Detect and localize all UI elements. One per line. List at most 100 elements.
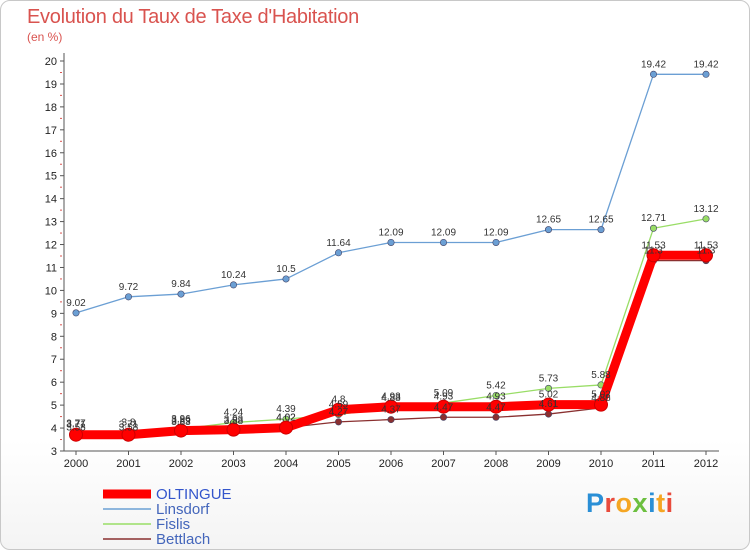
x-tick-label: 2002 <box>169 458 193 470</box>
data-label-linsdorf: 19.42 <box>641 59 666 70</box>
data-label-fislis: 4.39 <box>276 404 296 415</box>
data-point-oltingue <box>699 248 713 263</box>
data-point-linsdorf <box>702 70 710 78</box>
legend-label-oltingue: OLTINGUE <box>156 486 232 503</box>
data-label-fislis: 5.73 <box>539 373 559 384</box>
data-point-oltingue <box>69 427 83 442</box>
data-label-fislis: 4.24 <box>224 408 244 419</box>
x-tick-label: 2003 <box>221 458 245 470</box>
y-tick-label: 20 <box>45 56 57 68</box>
x-tick-label: 2006 <box>379 458 403 470</box>
data-point-oltingue <box>541 397 556 412</box>
y-tick-label: 14 <box>45 194 57 206</box>
data-point-linsdorf <box>125 293 133 301</box>
y-tick-label: 9 <box>51 308 57 320</box>
data-point-linsdorf <box>387 238 395 246</box>
data-label-linsdorf: 11.64 <box>326 238 351 249</box>
legend-label-bettlach: Bettlach <box>156 531 210 548</box>
data-point-linsdorf <box>439 238 447 246</box>
data-point-linsdorf <box>177 290 185 298</box>
data-label-linsdorf: 9.02 <box>66 298 86 309</box>
proxiti-logo: Proxiti <box>586 488 674 518</box>
data-point-oltingue <box>594 397 608 412</box>
data-point-oltingue <box>331 402 346 417</box>
y-tick-label: 19 <box>45 79 57 91</box>
y-tick-label: 8 <box>51 331 57 343</box>
x-tick-label: 2009 <box>536 458 560 470</box>
y-tick-label: 6 <box>51 377 57 389</box>
legend-label-fislis: Fislis <box>156 516 190 533</box>
data-label-bettlach: 4.37 <box>381 405 401 416</box>
data-point-oltingue <box>121 427 136 442</box>
data-point-fislis <box>702 215 710 223</box>
data-label-bettlach: 3.58 <box>119 423 139 434</box>
data-point-linsdorf <box>597 226 605 234</box>
x-tick-label: 2011 <box>642 458 666 470</box>
y-tick-label: 17 <box>45 125 57 137</box>
x-tick-label: 2000 <box>64 458 88 470</box>
y-tick-label: 10 <box>45 285 57 297</box>
data-label-oltingue: 3.89 <box>171 416 191 427</box>
data-label-bettlach: 4.88 <box>591 393 611 404</box>
x-tick-label: 2004 <box>274 458 298 470</box>
data-label-bettlach: 4.27 <box>329 407 349 418</box>
data-point-oltingue <box>436 399 451 414</box>
data-point-linsdorf <box>492 238 500 246</box>
data-label-bettlach: 11.3 <box>644 246 663 257</box>
data-label-fislis: 3.96 <box>171 414 191 425</box>
data-point-oltingue <box>279 420 293 435</box>
data-point-fislis <box>544 384 552 392</box>
data-label-oltingue: 5.02 <box>591 390 611 401</box>
y-tick-label: 3 <box>51 446 57 458</box>
data-label-oltingue: 4.02 <box>276 413 296 424</box>
x-tick-label: 2007 <box>431 458 455 470</box>
chart-subtitle: (en %) <box>27 30 63 44</box>
data-label-bettlach: 3.88 <box>224 416 244 427</box>
y-tick-label: 7 <box>51 354 57 366</box>
data-point-linsdorf <box>334 249 342 257</box>
data-point-oltingue <box>384 399 398 414</box>
data-label-fislis: 4.59 <box>329 400 349 411</box>
data-label-oltingue: 11.53 <box>641 240 666 251</box>
x-tick-label: 2005 <box>326 458 350 470</box>
data-label-oltingue: 4.8 <box>332 395 346 406</box>
legend-label-linsdorf: Linsdorf <box>156 501 210 518</box>
data-label-oltingue: 3.71 <box>66 420 86 431</box>
data-point-bettlach <box>387 416 395 424</box>
data-point-oltingue <box>226 422 241 437</box>
data-point-linsdorf <box>230 281 238 289</box>
data-label-oltingue: 3.93 <box>224 415 244 426</box>
data-label-oltingue: 4.93 <box>434 392 454 403</box>
data-point-oltingue <box>646 248 661 263</box>
axes: 3 4 5 6 7 8 9 10 11 12 13 14 15 16 17 18 19 20 2000 2001 200… <box>45 53 719 470</box>
data-label-bettlach: 4.47 <box>434 402 454 413</box>
series-line-linsdorf <box>75 73 706 314</box>
data-point-fislis <box>649 224 657 232</box>
x-tick-label: 2010 <box>589 458 613 470</box>
data-label-fislis: 5.88 <box>591 370 611 381</box>
data-point-fislis <box>492 391 500 399</box>
data-label-fislis: 4.88 <box>381 393 401 404</box>
data-label-linsdorf: 9.72 <box>119 282 139 293</box>
data-point-oltingue <box>489 399 503 414</box>
data-point-bettlach <box>334 418 342 426</box>
data-point-linsdorf <box>649 70 657 78</box>
data-label-linsdorf: 9.84 <box>171 279 191 290</box>
data-label-linsdorf: 12.09 <box>483 227 508 238</box>
data-label-bettlach: 4.47 <box>486 402 506 413</box>
data-label-oltingue: 11.53 <box>694 240 719 251</box>
data-point-oltingue <box>174 423 188 438</box>
y-tick-label: 5 <box>51 400 57 412</box>
data-label-bettlach: 3.83 <box>171 417 191 428</box>
data-label-linsdorf: 12.09 <box>378 227 403 238</box>
data-labels: 3.71 3.71 3.89 3.93 4.02 4.8 4.93 4.93 4.93 5.02 5… <box>66 59 719 433</box>
y-tick-label: 16 <box>45 148 57 160</box>
data-point-linsdorf <box>72 309 80 317</box>
data-label-fislis: 3.8 <box>122 418 136 429</box>
data-label-bettlach: 4.61 <box>539 399 559 410</box>
data-label-fislis: 5.09 <box>434 388 454 399</box>
x-tick-label: 2001 <box>116 458 140 470</box>
